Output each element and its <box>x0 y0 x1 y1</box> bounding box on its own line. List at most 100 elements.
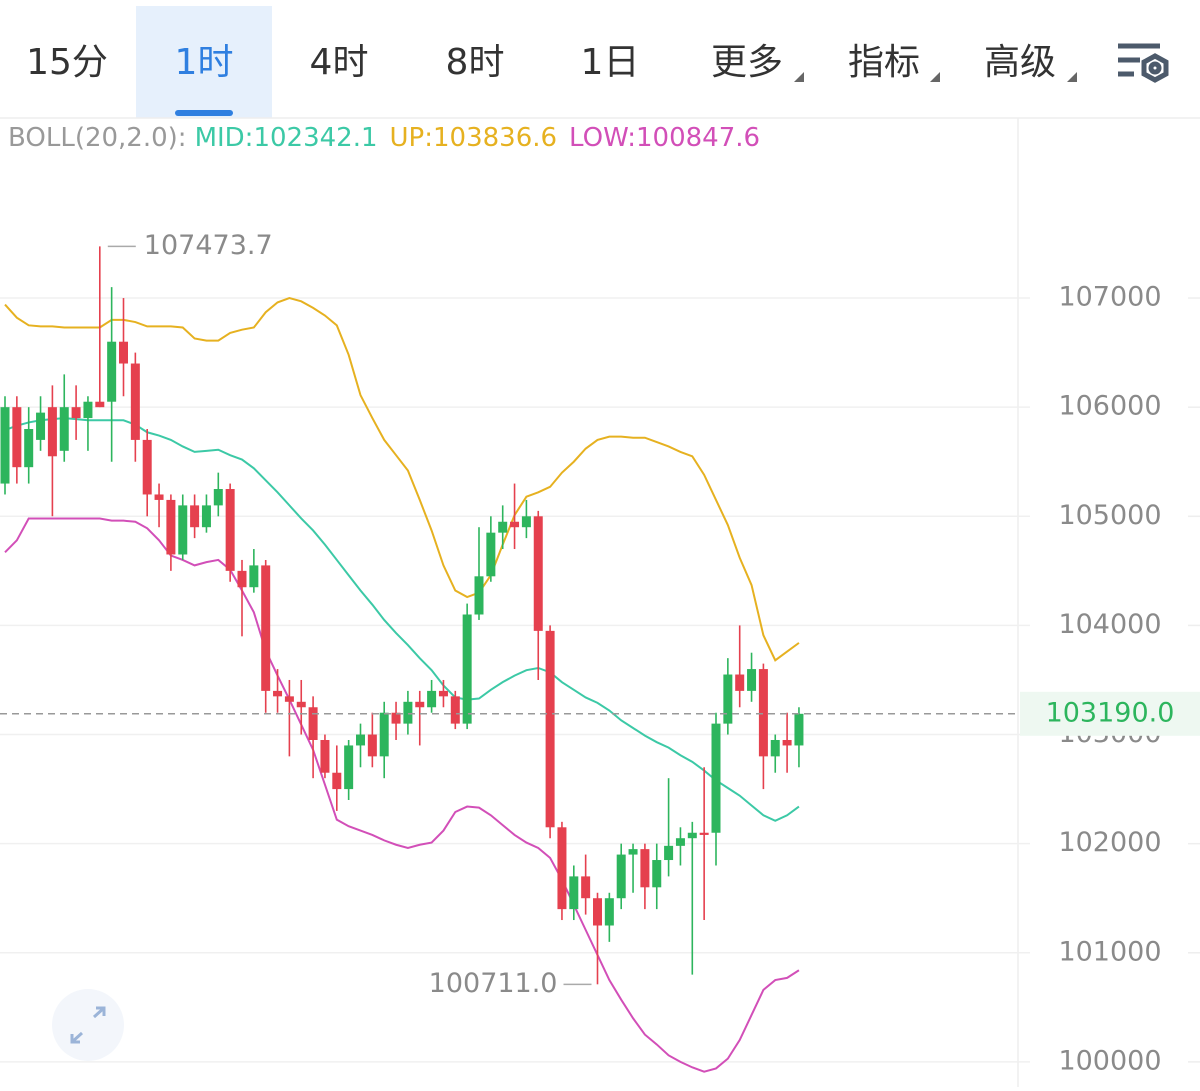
candle-body <box>770 739 780 757</box>
candle-body <box>581 876 591 899</box>
candle-body <box>758 669 768 757</box>
candle-body <box>0 407 10 484</box>
candle-body <box>462 614 472 724</box>
candle-body <box>593 898 602 926</box>
candle-body <box>699 832 709 835</box>
candle-body <box>403 701 413 724</box>
candle-body <box>628 849 638 855</box>
candle-body <box>154 494 164 500</box>
candle-body <box>557 827 567 910</box>
candle-body <box>391 712 401 724</box>
y-tick-label: 104000 <box>1058 609 1161 640</box>
candle-body <box>438 690 448 697</box>
boll-mid <box>4 417 800 822</box>
timeframe-tab[interactable]: 15分 <box>26 42 108 83</box>
candle-body <box>415 701 425 708</box>
y-tick-label: 102000 <box>1058 827 1161 858</box>
candle-body <box>166 499 176 555</box>
y-tick-label: 106000 <box>1058 391 1161 422</box>
candle-body <box>569 876 579 910</box>
candle-body <box>427 690 437 708</box>
candle-body <box>225 489 235 571</box>
boll-low <box>4 517 800 1073</box>
candle-body <box>616 854 626 899</box>
candle-body <box>379 712 389 757</box>
candle-body <box>332 772 342 790</box>
candle-body <box>308 707 318 740</box>
candle-body <box>142 439 152 495</box>
candle-body <box>83 401 93 419</box>
candle-body <box>367 734 377 757</box>
y-tick-label: 107000 <box>1058 282 1161 313</box>
settings-icon[interactable] <box>1118 43 1169 83</box>
boll-up <box>4 297 800 662</box>
candle-body <box>296 701 306 708</box>
indicator-legend: BOLL(20,2.0): MID:102342.1 UP:103836.6 LOW:… <box>8 123 760 153</box>
candle-body <box>687 832 697 839</box>
active-tab-bg <box>136 6 272 118</box>
expand-button[interactable] <box>52 989 124 1061</box>
dropdown-arrows <box>794 72 1077 82</box>
candle-body <box>486 532 496 577</box>
candle-body <box>356 734 365 746</box>
candle-body <box>59 407 69 451</box>
candle-body <box>533 516 543 631</box>
candle-body <box>794 713 804 746</box>
timeframe-tab[interactable]: 1日 <box>581 42 640 83</box>
indicator-mid: MID:102342.1 <box>195 123 378 153</box>
timeframe-tab[interactable]: 8时 <box>446 42 505 83</box>
candle-body <box>107 341 117 402</box>
timeframe-tab[interactable]: 指标 <box>848 42 920 83</box>
indicator-low: LOW:100847.6 <box>569 123 760 153</box>
min-label: 100711.0 <box>429 968 558 999</box>
candle-body <box>24 428 34 468</box>
candle-body <box>273 690 283 697</box>
candle-body <box>664 845 674 861</box>
candle-body <box>498 521 508 533</box>
timeframe-tab[interactable]: 4时 <box>310 42 369 83</box>
candle-body <box>36 412 46 440</box>
candle-body <box>711 723 721 833</box>
candle-body <box>675 838 685 846</box>
candle-body <box>320 739 330 773</box>
timeframe-tab[interactable]: 高级 <box>984 42 1056 83</box>
candle-body <box>545 630 555 828</box>
candle-body <box>747 669 757 691</box>
candle-body <box>735 674 745 691</box>
timeframe-tab[interactable]: 更多 <box>711 42 783 83</box>
y-tick-label: 100000 <box>1058 1045 1161 1076</box>
candle-body <box>201 505 211 528</box>
last-price-label: 103190.0 <box>1046 697 1175 728</box>
candle-body <box>450 696 460 724</box>
y-tick-label: 101000 <box>1058 936 1161 967</box>
max-label: 107473.7 <box>144 230 273 261</box>
indicator-name: BOLL(20,2.0): <box>8 123 187 153</box>
indicator-up: UP:103836.6 <box>390 123 558 153</box>
candle-body <box>344 745 354 790</box>
candle-body <box>71 407 81 419</box>
candle-body <box>47 407 57 457</box>
candle-body <box>652 860 662 888</box>
candle-body <box>178 505 188 555</box>
candle-body <box>249 565 259 588</box>
candle-body <box>474 576 484 615</box>
candle-body <box>213 489 223 506</box>
active-tab-underline <box>175 110 233 116</box>
candle-body <box>640 849 650 888</box>
candle-body <box>782 739 792 746</box>
candle-body <box>284 696 294 702</box>
candle-body <box>119 341 128 364</box>
candle-body <box>510 521 520 528</box>
candle-body <box>237 570 247 588</box>
candle-body <box>521 516 531 528</box>
candle-body <box>261 565 271 691</box>
candle-body <box>95 401 105 408</box>
candle-body <box>723 674 733 724</box>
candle-body <box>12 407 22 468</box>
candle-body <box>604 898 614 926</box>
candle-body <box>130 363 140 440</box>
candle-body <box>190 505 200 528</box>
timeframe-tab[interactable]: 1时 <box>175 42 234 83</box>
